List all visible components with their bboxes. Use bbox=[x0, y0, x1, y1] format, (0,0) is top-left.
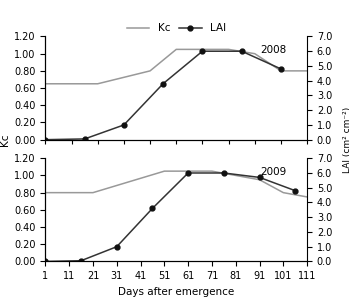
LAI bbox=[150, 206, 155, 210]
Text: 2008: 2008 bbox=[260, 45, 286, 55]
LAI bbox=[186, 171, 190, 175]
LAI bbox=[43, 138, 47, 141]
Text: 2009: 2009 bbox=[260, 167, 286, 177]
Line: Kc: Kc bbox=[45, 49, 307, 84]
Kc bbox=[258, 178, 262, 181]
LAI bbox=[115, 245, 119, 249]
LAI bbox=[222, 171, 226, 175]
LAI bbox=[293, 189, 297, 192]
Line: Kc: Kc bbox=[45, 171, 307, 197]
Kc bbox=[253, 52, 257, 56]
LAI bbox=[239, 49, 244, 53]
LAI bbox=[200, 49, 205, 53]
Kc bbox=[279, 69, 283, 73]
Kc bbox=[91, 191, 95, 195]
LAI bbox=[79, 259, 83, 263]
Kc bbox=[69, 82, 74, 86]
Kc bbox=[233, 174, 238, 177]
Kc bbox=[162, 169, 166, 173]
Kc bbox=[148, 69, 152, 73]
Kc bbox=[227, 47, 231, 51]
LAI bbox=[279, 67, 283, 71]
Line: LAI: LAI bbox=[43, 171, 298, 264]
Kc bbox=[174, 47, 178, 51]
Kc bbox=[281, 191, 285, 195]
LAI bbox=[43, 260, 47, 263]
LAI bbox=[161, 82, 165, 85]
Text: Kc: Kc bbox=[0, 133, 9, 146]
Kc bbox=[186, 169, 190, 173]
Kc bbox=[43, 191, 47, 195]
Kc bbox=[96, 82, 100, 86]
Kc bbox=[43, 82, 47, 86]
Text: LAI (cm² cm⁻²): LAI (cm² cm⁻²) bbox=[343, 107, 349, 173]
LAI bbox=[258, 176, 262, 179]
X-axis label: Days after emergence: Days after emergence bbox=[118, 287, 235, 297]
Legend: Kc, LAI: Kc, LAI bbox=[122, 19, 230, 37]
Kc bbox=[67, 191, 71, 195]
Kc bbox=[305, 69, 309, 73]
Kc bbox=[200, 47, 205, 51]
LAI bbox=[83, 137, 87, 141]
Line: LAI: LAI bbox=[43, 49, 283, 142]
Kc bbox=[305, 195, 309, 199]
Kc bbox=[210, 169, 214, 173]
LAI bbox=[122, 123, 126, 127]
